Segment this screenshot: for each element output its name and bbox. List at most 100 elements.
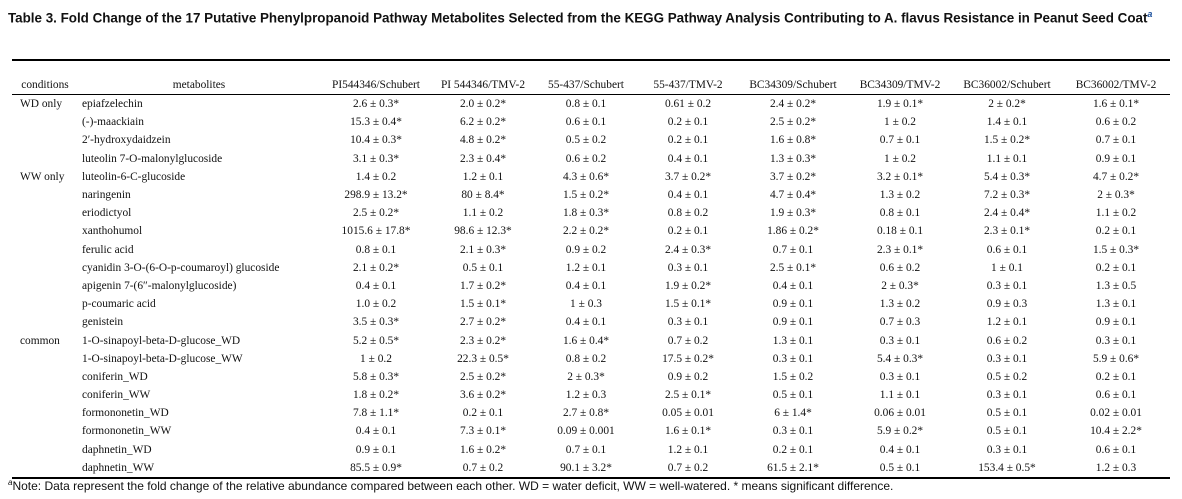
table-row: apigenin 7-(6″-malonylglucoside) 0.4 ± 0.… (12, 277, 1170, 295)
value-cell: 0.7 ± 0.1 (565, 443, 607, 456)
value-cell: 0.5 ± 0.1 (986, 425, 1028, 438)
value-cell: 4.8 ± 0.2* (459, 134, 507, 147)
value-cell: 10.4 ± 2.2* (1090, 425, 1142, 438)
value-cell: 0.9 ± 0.1 (772, 298, 814, 311)
value-cell: 1.2 ± 0.1 (462, 170, 504, 183)
value-cell: 1.9 ± 0.2* (664, 279, 712, 292)
value-cell: 0.4 ± 0.1 (565, 279, 607, 292)
value-cell: 1.6 ± 0.1* (1092, 98, 1140, 111)
condition-cell (12, 113, 78, 131)
caption-footnote-marker: a (1147, 9, 1153, 19)
value-cell: 0.4 ± 0.1 (879, 443, 921, 456)
table-row: (-)-maackiain 15.3 ± 0.4* 6.2 ± 0.2* 0.6 ± … (12, 113, 1170, 131)
value-cell: 0.8 ± 0.2 (565, 352, 607, 365)
value-cell: 1.8 ± 0.2* (352, 389, 400, 402)
value-cell: 2 ± 0.3* (881, 279, 919, 292)
table-row: 2′-hydroxydaidzein 10.4 ± 0.3* 4.8 ± 0.2* 0… (12, 131, 1170, 149)
value-cell: 153.4 ± 0.5* (978, 461, 1036, 474)
value-cell: 0.2 ± 0.1 (667, 134, 709, 147)
value-cell: 0.6 ± 0.2 (879, 261, 921, 274)
value-cell: 2.2 ± 0.2* (562, 225, 610, 238)
value-cell: 0.8 ± 0.1 (879, 207, 921, 220)
column-header: metabolites (172, 79, 226, 91)
value-cell: 0.4 ± 0.1 (667, 189, 709, 202)
value-cell: 0.7 ± 0.3 (879, 316, 921, 329)
value-cell: 2.3 ± 0.2* (459, 334, 507, 347)
table-row: formononetin_WD 7.8 ± 1.1* 0.2 ± 0.1 2.7 ± … (12, 404, 1170, 422)
column-header: BC34309/Schubert (749, 79, 837, 91)
value-cell: 1.1 ± 0.2 (1095, 207, 1137, 220)
value-cell: 0.9 ± 0.1 (1095, 152, 1137, 165)
value-cell: 1.6 ± 0.8* (769, 134, 817, 147)
value-cell: 0.4 ± 0.1 (772, 279, 814, 292)
table-row: luteolin 7-O-malonylglucoside 3.1 ± 0.3* 2… (12, 150, 1170, 168)
value-cell: 4.7 ± 0.2* (1092, 170, 1140, 183)
value-cell: 3.1 ± 0.3* (352, 152, 400, 165)
value-cell: 0.05 ± 0.01 (662, 407, 714, 420)
value-cell: 2.0 ± 0.2* (459, 98, 507, 111)
value-cell: 0.6 ± 0.2 (986, 334, 1028, 347)
value-cell: 0.3 ± 0.1 (879, 370, 921, 383)
value-cell: 0.9 ± 0.1 (355, 443, 397, 456)
value-cell: 1.9 ± 0.3* (769, 207, 817, 220)
table-header: conditions metabolites PI544346/Schubert PI… (12, 60, 1170, 95)
value-cell: 0.6 ± 0.1 (565, 116, 607, 129)
value-cell: 1.86 ± 0.2* (767, 225, 819, 238)
value-cell: 0.5 ± 0.1 (462, 261, 504, 274)
value-cell: 0.2 ± 0.1 (1095, 370, 1137, 383)
table-row: common 1-O-sinapoyl-beta-D-glucose_WD 5.2 … (12, 331, 1170, 349)
table-row: p-coumaric acid 1.0 ± 0.2 1.5 ± 0.1* 1 ± 0.… (12, 295, 1170, 313)
value-cell: 22.3 ± 0.5* (457, 352, 509, 365)
condition-cell: WD only (20, 98, 63, 111)
metabolite-cell: epiafzelechin (82, 98, 143, 111)
footnote-text: Note: Data represent the fold change of … (12, 479, 894, 493)
value-cell: 2.1 ± 0.2* (352, 261, 400, 274)
table-row: daphnetin_WW 85.5 ± 0.9* 0.7 ± 0.2 90.1 ± 3… (12, 459, 1170, 478)
value-cell: 7.2 ± 0.3* (983, 189, 1031, 202)
value-cell: 2.3 ± 0.1* (983, 225, 1031, 238)
condition-cell (12, 241, 78, 259)
value-cell: 4.3 ± 0.6* (562, 170, 610, 183)
value-cell: 1.3 ± 0.3* (769, 152, 817, 165)
value-cell: 1.3 ± 0.5 (1095, 279, 1137, 292)
value-cell: 85.5 ± 0.9* (350, 461, 402, 474)
value-cell: 2.5 ± 0.1* (664, 389, 712, 402)
table-row: eriodictyol 2.5 ± 0.2* 1.1 ± 0.2 1.8 ± 0.3*… (12, 204, 1170, 222)
value-cell: 0.61 ± 0.2 (664, 98, 712, 111)
metabolite-cell: p-coumaric acid (82, 298, 156, 311)
metabolite-cell: daphnetin_WW (82, 461, 155, 474)
value-cell: 2.7 ± 0.8* (562, 407, 610, 420)
value-cell: 0.3 ± 0.1 (986, 279, 1028, 292)
value-cell: 1.9 ± 0.1* (876, 98, 924, 111)
value-cell: 0.3 ± 0.1 (667, 316, 709, 329)
condition-cell (12, 131, 78, 149)
value-cell: 0.3 ± 0.1 (772, 352, 814, 365)
value-cell: 1 ± 0.2 (884, 116, 916, 129)
value-cell: 6.2 ± 0.2* (459, 116, 507, 129)
metabolite-cell: naringenin (82, 189, 131, 202)
value-cell: 3.6 ± 0.2* (459, 389, 507, 402)
value-cell: 1.1 ± 0.2 (462, 207, 504, 220)
value-cell: 5.8 ± 0.3* (352, 370, 400, 383)
condition-cell: common (20, 334, 60, 347)
value-cell: 15.3 ± 0.4* (350, 116, 402, 129)
column-header: PI 544346/TMV-2 (440, 79, 526, 91)
metabolite-cell: daphnetin_WD (82, 443, 152, 456)
table-body: WD only epiafzelechin 2.6 ± 0.3* 2.0 ± 0.2*… (12, 95, 1170, 478)
value-cell: 0.7 ± 0.2 (667, 461, 709, 474)
metabolite-cell: formononetin_WW (82, 425, 172, 438)
table-row: naringenin 298.9 ± 13.2* 80 ± 8.4* 1.5 ± 0.… (12, 186, 1170, 204)
value-cell: 7.8 ± 1.1* (352, 407, 400, 420)
value-cell: 0.3 ± 0.1 (986, 352, 1028, 365)
metabolite-cell: (-)-maackiain (82, 116, 144, 129)
condition-cell (12, 186, 78, 204)
condition-cell (12, 368, 78, 386)
condition-cell (12, 313, 78, 331)
value-cell: 0.9 ± 0.2 (667, 370, 709, 383)
value-cell: 0.2 ± 0.1 (667, 225, 709, 238)
value-cell: 0.06 ± 0.01 (874, 407, 926, 420)
value-cell: 0.5 ± 0.1 (986, 407, 1028, 420)
value-cell: 1.7 ± 0.2* (459, 279, 507, 292)
value-cell: 1015.6 ± 17.8* (341, 225, 411, 238)
condition-cell (12, 204, 78, 222)
